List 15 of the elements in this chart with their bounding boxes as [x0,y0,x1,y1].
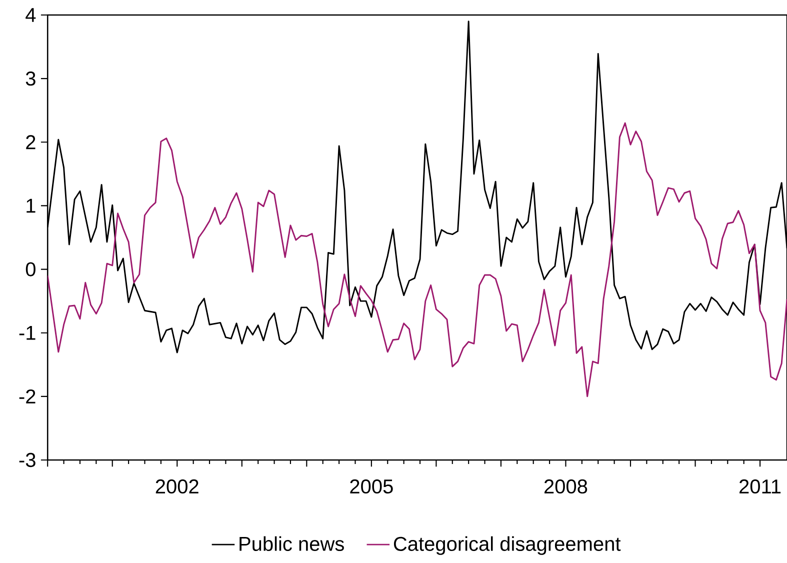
y-tick-label: 2 [26,135,36,150]
line-series [48,122,787,398]
x-tick-label: 2005 [350,479,393,494]
x-tick-label: 2011 [740,479,781,494]
y-tick-label: -1 [19,326,36,340]
y-tick-label: 1 [26,198,36,213]
legend-label: Categorical disagreement [394,536,621,555]
x-tick-label: 2002 [156,479,198,494]
y-tick-label: -2 [19,389,36,404]
legend-label: Public news [240,536,344,551]
y-tick-label: 3 [26,71,36,86]
y-tick-label: -3 [19,452,36,468]
y-tick-label: 4 [26,8,36,22]
y-tick-label: 0 [26,262,36,276]
x-tick-label: 2008 [544,479,588,494]
